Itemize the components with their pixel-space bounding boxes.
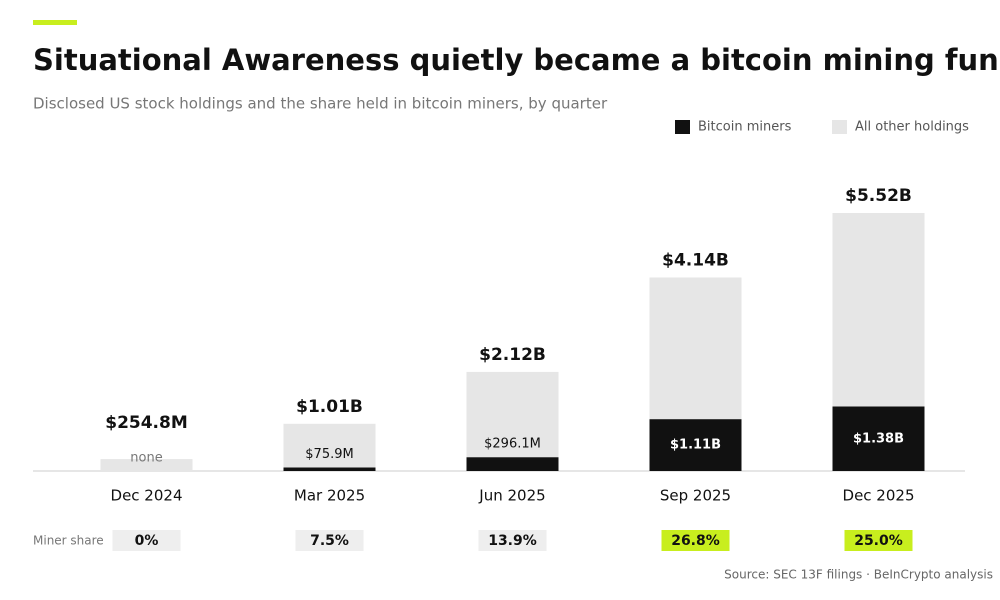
share-box xyxy=(112,530,181,551)
x-tick-label: Sep 2025 xyxy=(660,487,731,505)
total-label: $5.52B xyxy=(845,186,912,206)
x-tick-label: Jun 2025 xyxy=(478,487,545,505)
segment-label: $1.11B xyxy=(670,438,721,453)
share-label: 13.9% xyxy=(488,533,537,549)
bar-segment xyxy=(649,419,742,471)
share-box xyxy=(661,530,730,551)
share-box xyxy=(844,530,913,551)
legend-label: All other holdings xyxy=(855,120,969,135)
share-label: 26.8% xyxy=(671,533,720,549)
share-label: 7.5% xyxy=(310,533,349,549)
accent-bar xyxy=(33,20,77,25)
legend-swatch xyxy=(675,120,690,134)
segment-label: $296.1M xyxy=(484,437,541,452)
total-label: $4.14B xyxy=(662,251,729,271)
legend-label: Bitcoin miners xyxy=(698,120,792,135)
x-tick-label: Dec 2024 xyxy=(111,487,183,505)
source: Source: SEC 13F filings · BeInCrypto ana… xyxy=(724,568,993,582)
total-label: $2.12B xyxy=(479,345,546,365)
share-row-label: Miner share xyxy=(33,534,104,548)
bar-segment xyxy=(283,467,376,471)
share-label: 0% xyxy=(135,533,159,549)
bar-segment xyxy=(283,423,376,468)
legend-swatch xyxy=(832,120,847,134)
total-label: $254.8M xyxy=(105,413,188,433)
chart-title: Situational Awareness quietly became a b… xyxy=(33,43,1000,77)
bar-segment xyxy=(832,406,925,471)
chart-subtitle: Disclosed US stock holdings and the shar… xyxy=(33,95,608,113)
bar-segment xyxy=(649,277,742,420)
segment-label: none xyxy=(130,451,162,466)
x-tick-label: Mar 2025 xyxy=(294,487,365,505)
bar-segment xyxy=(100,459,193,471)
x-tick-label: Dec 2025 xyxy=(843,487,915,505)
segment-label: $75.9M xyxy=(305,447,353,462)
bar-segment xyxy=(466,371,559,458)
share-box xyxy=(295,530,364,551)
segment-label: $1.38B xyxy=(853,431,904,446)
total-label: $1.01B xyxy=(296,397,363,417)
bar-segment xyxy=(466,457,559,471)
bar-segment xyxy=(832,213,925,407)
share-box xyxy=(478,530,547,551)
share-label: 25.0% xyxy=(854,533,903,549)
